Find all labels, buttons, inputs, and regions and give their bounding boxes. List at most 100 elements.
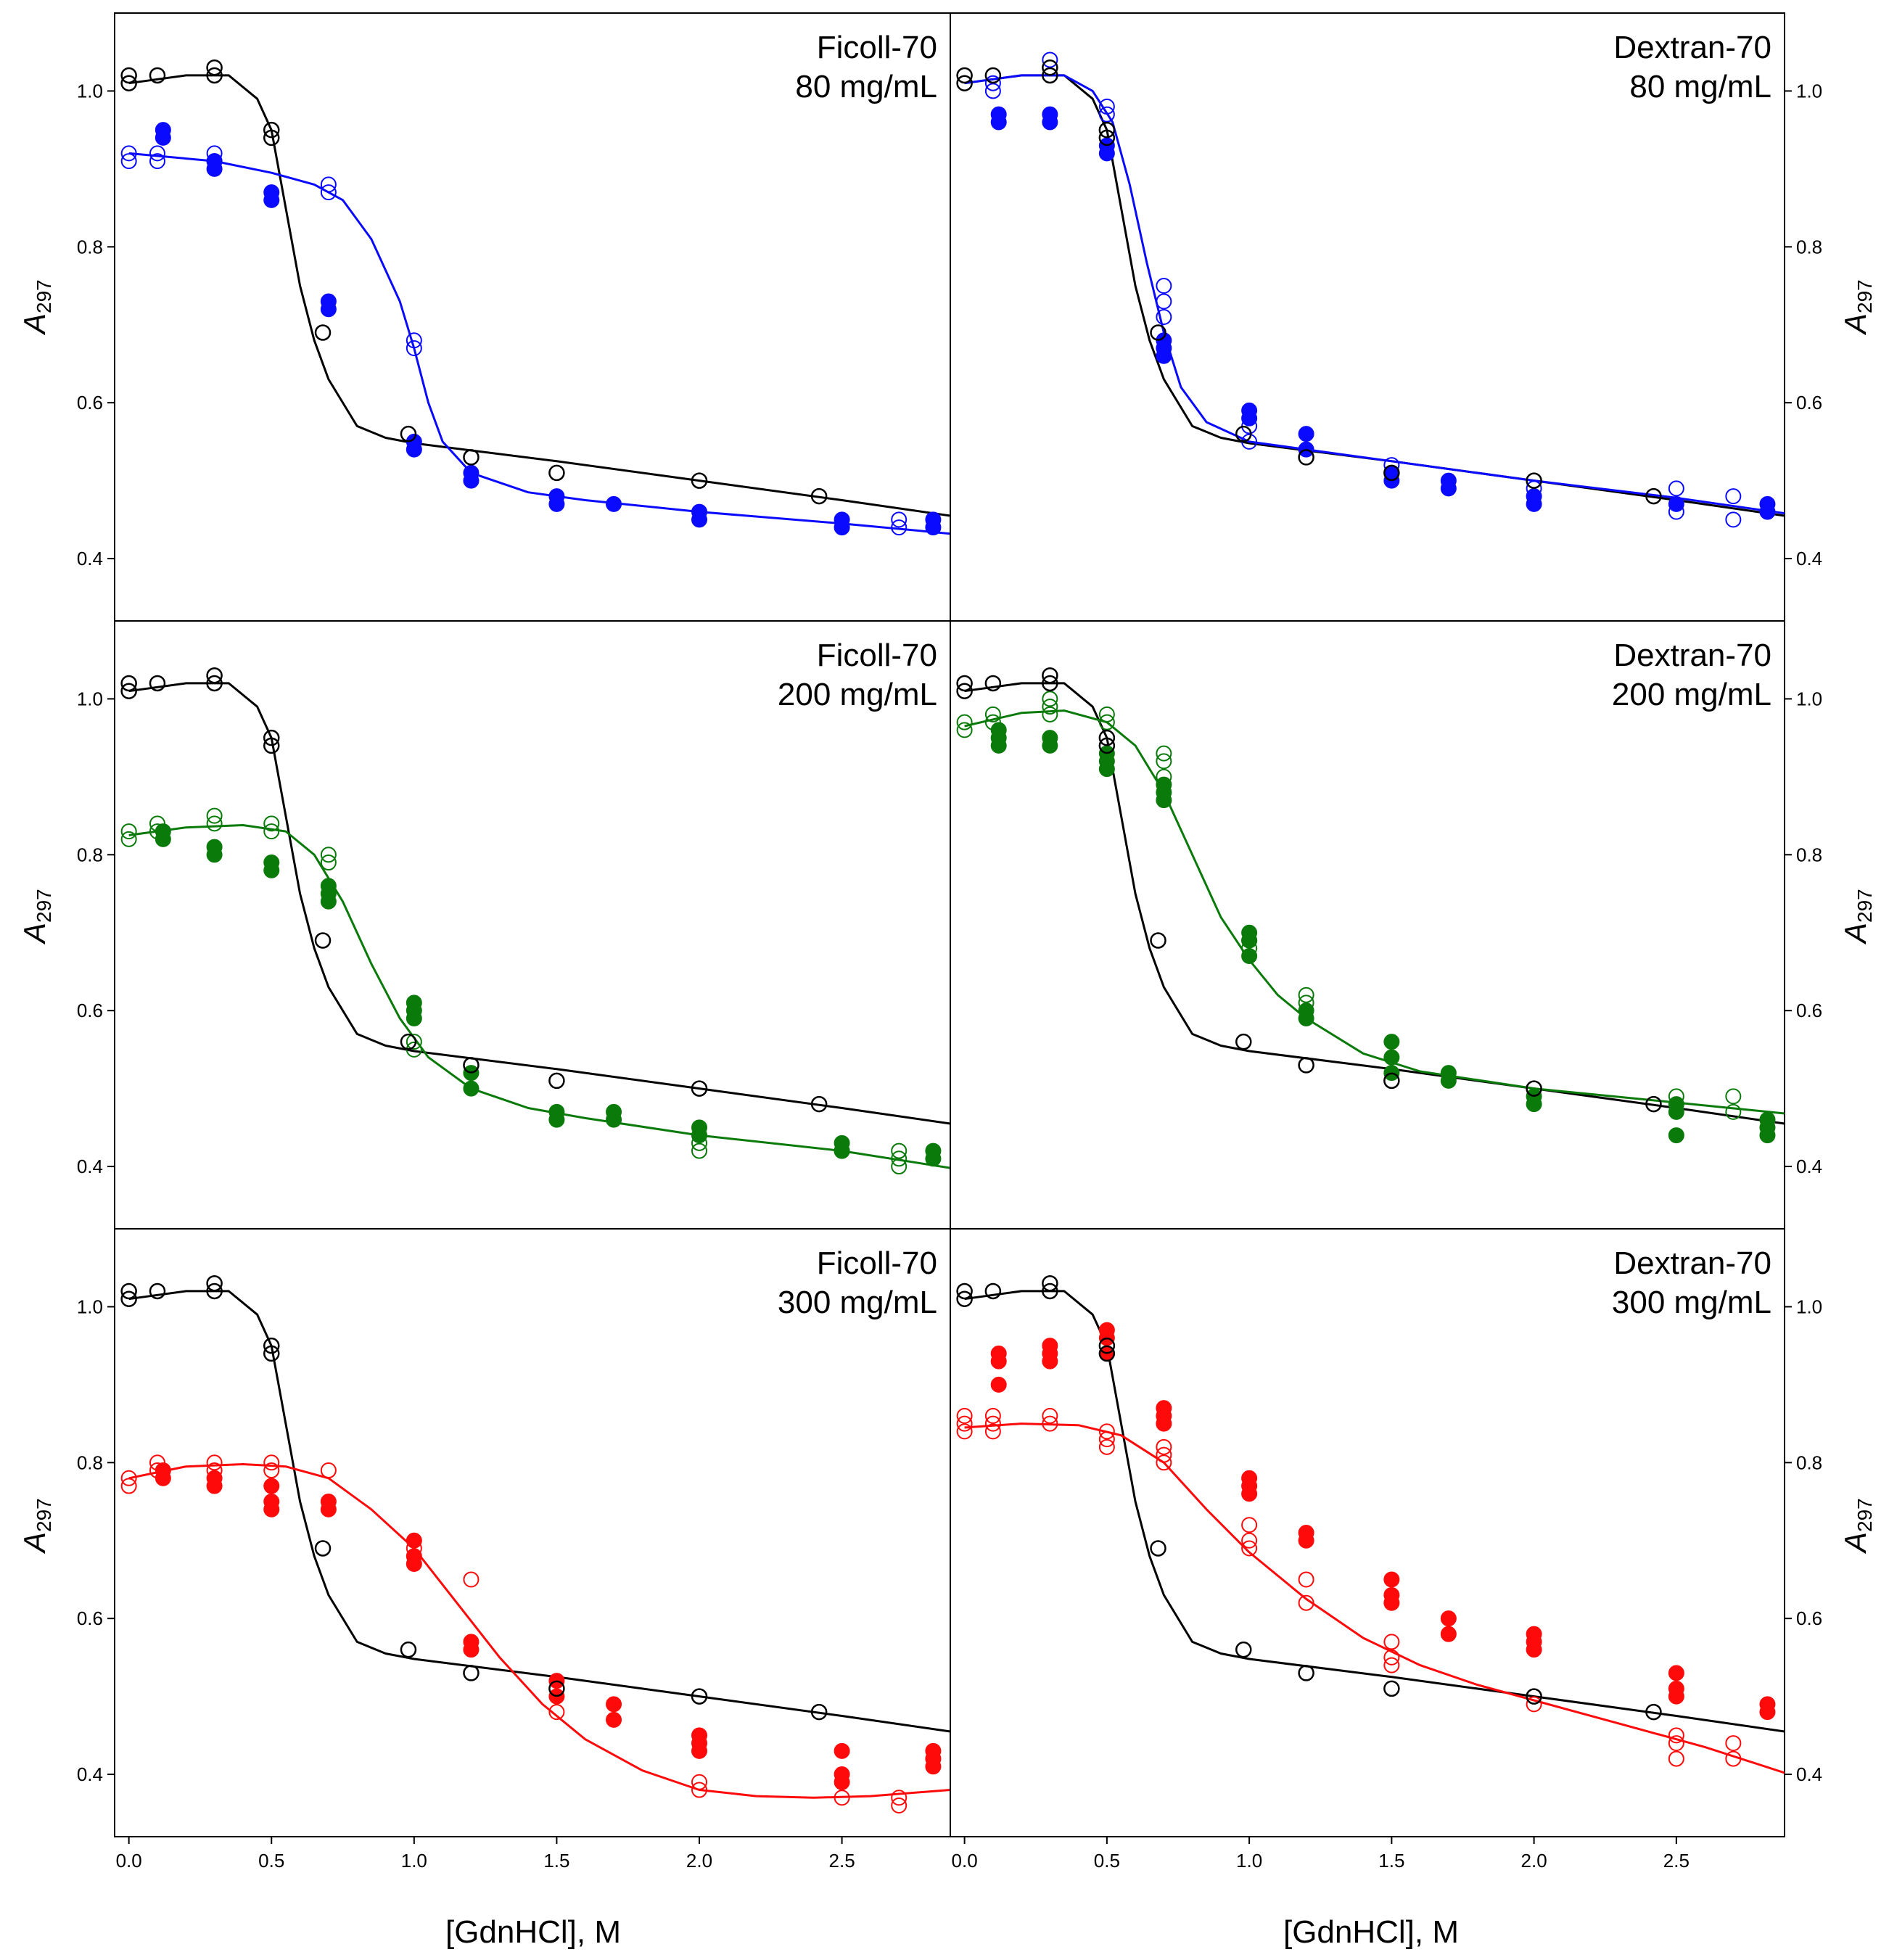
panel-3-open-point: [320, 847, 337, 863]
panel-3-open-point: [891, 1150, 908, 1167]
panel-2-open-point: [1156, 309, 1172, 325]
panel-2-open-point: [1156, 278, 1172, 295]
panel-4-reference-point: [1645, 1095, 1662, 1113]
panel-6-filled-point: [1298, 1532, 1314, 1549]
panel-6-ytick-label: 0.8: [1796, 1452, 1822, 1473]
panel-1-open-point: [891, 519, 908, 536]
panel-1-reference-point: [120, 75, 137, 91]
panel-2-filled-point: [1759, 503, 1776, 520]
panel-5-filled-point: [925, 1758, 942, 1775]
panel-4-open-point: [956, 714, 973, 730]
panel-1-open-point: [206, 153, 223, 170]
panel-3-filled-point: [463, 1080, 480, 1097]
panel-5-open-point: [206, 1454, 223, 1471]
panel-6-open-point: [956, 1415, 973, 1432]
panel-1-reference-point: [263, 121, 280, 139]
panel-5-filled-point: [606, 1711, 622, 1728]
panel-3-ytick-label: 1.0: [77, 688, 103, 709]
panel-2-open-point: [1725, 488, 1742, 505]
panel-5-reference-curve: [128, 1290, 950, 1733]
panel-5-reference-point: [120, 1282, 137, 1300]
panel-5-reference-point: [810, 1703, 828, 1721]
panel-6-filled-point: [990, 1376, 1007, 1393]
panel-3-reference-point: [314, 932, 332, 949]
panel-1-label-line2: 80 mg/mL: [795, 69, 937, 104]
panel-5-reference-point: [400, 1641, 417, 1658]
panel-5-xtick-label: 2.0: [686, 1850, 712, 1872]
panel-5-open-point: [263, 1462, 280, 1479]
panel-3-reference-point: [206, 675, 223, 692]
panel-6-plot-area: [956, 1275, 1785, 1774]
panel-4: 0.4 0.6 0.8 1.0 Dextran-70 200 mg/mL: [950, 620, 1822, 1230]
panel-4-reference-point: [984, 675, 1002, 692]
panel-5-open-point: [149, 1454, 165, 1471]
panel-3-reference-point: [120, 675, 137, 692]
panel-5-reference-point: [463, 1665, 480, 1681]
panel-5-open-point: [406, 1540, 422, 1557]
panel-6-open-point: [1668, 1750, 1684, 1767]
panel-4-ytick-label: 0.6: [1796, 1000, 1822, 1021]
panel-2-filled-point: [990, 114, 1007, 131]
panel-1-filled-point: [548, 495, 565, 512]
panel-6-filled-point: [990, 1353, 1007, 1370]
panel-2-reference-point: [984, 67, 1002, 84]
panel-3-reference-point: [149, 675, 166, 692]
panel-5-filled-point: [606, 1696, 622, 1713]
panel-6-open-point: [1298, 1594, 1314, 1611]
y-axis-title-right-top: A297: [1838, 279, 1876, 336]
panel-3-open-point: [206, 807, 223, 824]
panel-1-reference-point: [463, 449, 480, 466]
panel-3-plot-area: [120, 667, 950, 1175]
panel-6-filled-point: [1042, 1353, 1058, 1370]
panel-5-ytick-label: 0.6: [77, 1607, 103, 1629]
panel-6-open-point: [984, 1415, 1001, 1432]
panel-2-reference-point: [1098, 121, 1116, 139]
panel-5-ytick-label: 0.4: [77, 1763, 103, 1785]
panel-6-open-point: [1668, 1727, 1684, 1744]
panel-1-reference-point: [691, 472, 708, 489]
panel-4-filled-point: [1526, 1096, 1542, 1113]
panel-6-reference-curve: [964, 1290, 1785, 1733]
panel-5-open-point: [120, 1478, 137, 1494]
panel-1-reference-point: [263, 129, 280, 147]
panel-6-reference-point: [1150, 1540, 1166, 1557]
panel-4-reference-point: [1098, 737, 1116, 754]
panel-1-reference-point: [810, 487, 828, 505]
panel-2-filled-point: [1298, 426, 1314, 442]
panel-1-ytick-label: 0.4: [77, 548, 103, 569]
panel-1-filled-point: [155, 122, 171, 139]
panel-1-open-point: [149, 153, 165, 170]
panel-4-label-line2: 200 mg/mL: [1612, 677, 1771, 712]
panel-2-reference-point: [1235, 425, 1252, 442]
panel-2-label-line1: Dextran-70: [1613, 30, 1771, 65]
panel-2-reference-point: [1098, 129, 1116, 147]
panel-3-label-line2: 200 mg/mL: [778, 677, 937, 712]
panel-5-filled-point: [691, 1742, 708, 1759]
panel-6-reference-point: [956, 1290, 973, 1307]
panel-6-open-point: [1156, 1446, 1172, 1463]
panel-5-reference-point: [314, 1540, 332, 1557]
panel-1-open-point: [120, 153, 137, 170]
panel-6-reference-point: [984, 1282, 1002, 1300]
panel-1-reference-point: [120, 67, 137, 84]
panel-4-reference-point: [1383, 1072, 1400, 1090]
panel-2-open-point: [1725, 511, 1742, 528]
panel-4-filled-point: [1759, 1127, 1776, 1144]
panel-1-open-point: [406, 339, 422, 356]
panel-5-filled-point: [834, 1742, 850, 1759]
panel-3-filled-point: [548, 1111, 565, 1128]
panel-6-open-point: [1098, 1423, 1115, 1440]
panel-2-ytick-label: 0.8: [1796, 236, 1822, 258]
panel-6-open-point: [1526, 1696, 1542, 1713]
panel-6-filled-point: [1156, 1415, 1172, 1432]
y-axis-title-left-top: A297: [17, 279, 55, 336]
panel-5-ytick-label: 0.8: [77, 1452, 103, 1473]
panel-4-reference-point: [1042, 675, 1058, 692]
panel-1-ytick-label: 1.0: [77, 80, 103, 102]
panel-1-open-point: [149, 145, 165, 162]
panel-1-open-point: [320, 176, 337, 193]
panel-3-ytick-label: 0.6: [77, 1000, 103, 1021]
panel-4-ytick-label: 1.0: [1796, 688, 1822, 709]
panel-3-reference-point: [548, 1072, 565, 1090]
